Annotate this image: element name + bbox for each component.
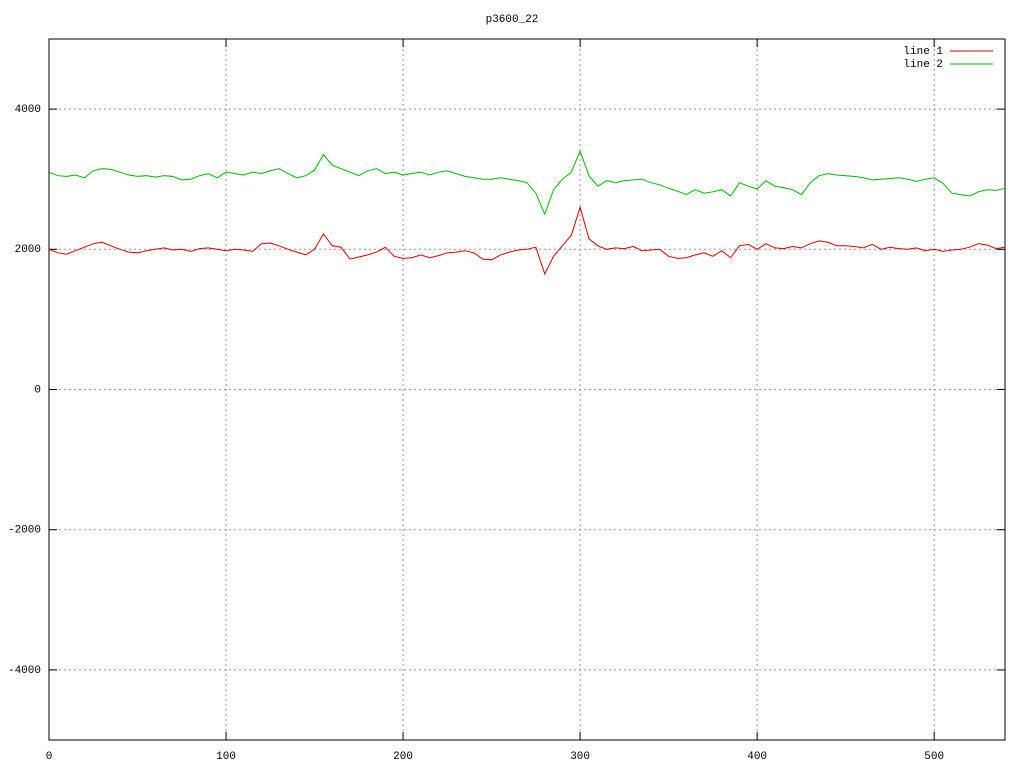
y-tick-label: 4000	[15, 104, 41, 116]
y-tick-label: 2000	[15, 244, 41, 256]
data-line	[48, 149, 1006, 216]
y-tick-label: 0	[34, 384, 41, 396]
x-tick-label: 500	[924, 751, 944, 763]
y-tick-label: -4000	[8, 665, 41, 677]
chart-title: p3600_22	[486, 14, 539, 26]
plot-border	[48, 38, 1006, 741]
x-tick-label: 400	[747, 751, 767, 763]
data-line	[48, 205, 1006, 276]
legend-label: line 1	[903, 46, 943, 58]
y-tick-label: -2000	[8, 525, 41, 537]
x-tick-label: 200	[393, 751, 413, 763]
x-tick-label: 300	[570, 751, 590, 763]
x-tick-label: 0	[46, 751, 53, 763]
x-tick-label: 100	[216, 751, 236, 763]
legend-label: line 2	[903, 59, 943, 71]
